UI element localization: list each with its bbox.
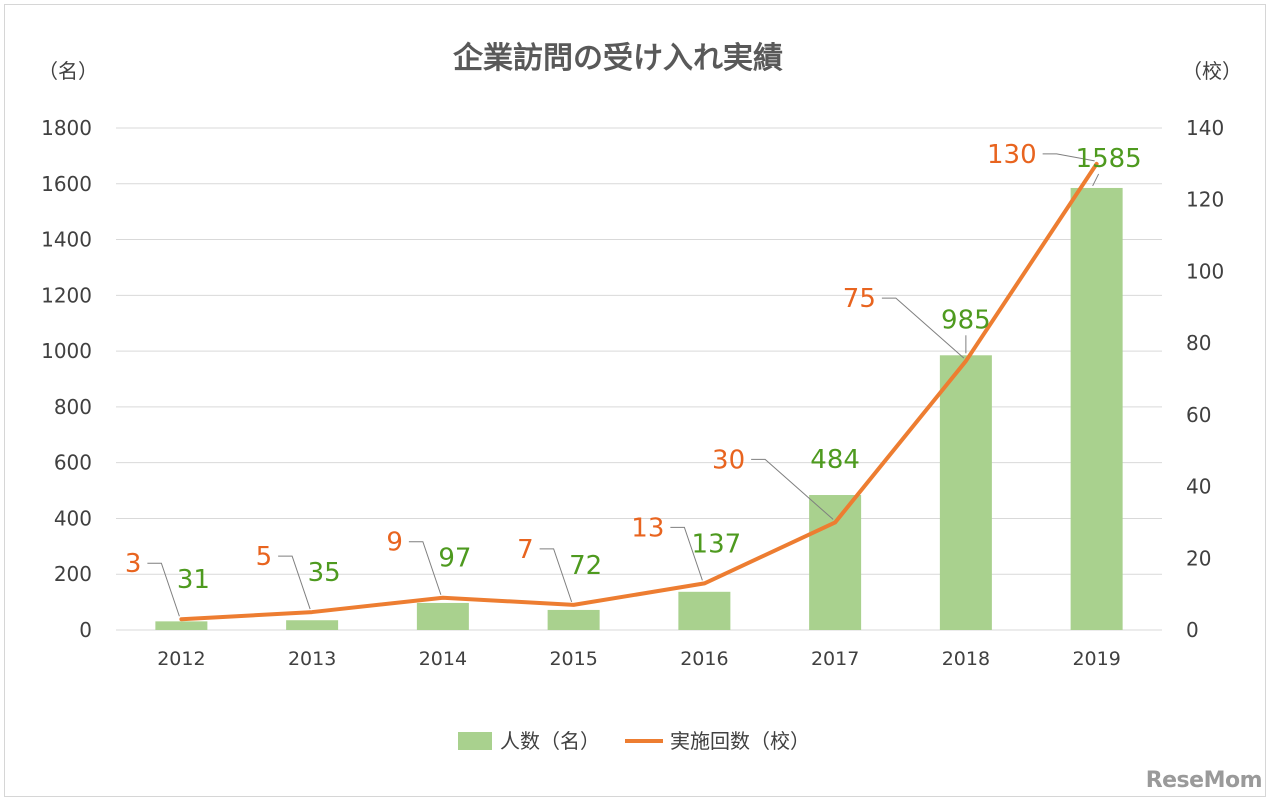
bar <box>678 591 731 630</box>
label-leader-line <box>881 297 965 359</box>
x-axis-tick-label: 2013 <box>288 648 336 670</box>
bar-data-label: 985 <box>941 305 991 335</box>
left-axis-tick-label: 1800 <box>41 116 92 140</box>
left-axis-tick-label: 400 <box>54 506 92 530</box>
chart-frame <box>4 4 1266 797</box>
bar-data-label: 31 <box>177 565 210 595</box>
left-axis-tick-label: 1600 <box>41 172 92 196</box>
right-axis-tick-label: 20 <box>1186 546 1211 570</box>
legend-swatch-bar <box>458 732 492 750</box>
left-axis-tick-label: 1200 <box>41 283 92 307</box>
line-series <box>179 161 1099 622</box>
legend-label-bar: 人数（名） <box>500 729 600 753</box>
bar-data-label: 484 <box>810 445 860 475</box>
x-axis-tick-label: 2012 <box>157 648 205 670</box>
right-axis-tick-label: 0 <box>1186 618 1199 642</box>
right-axis-tick-label: 140 <box>1186 116 1224 140</box>
left-axis-tick-label: 1400 <box>41 228 92 252</box>
left-axis-tick-label: 800 <box>54 395 92 419</box>
left-axis-tick-label: 600 <box>54 451 92 475</box>
left-axis-tick-label: 1000 <box>41 339 92 363</box>
bar-data-label: 137 <box>692 529 742 559</box>
x-axis-tick-label: 2018 <box>942 648 990 670</box>
line-data-label: 9 <box>386 528 403 558</box>
label-leader-line <box>670 526 703 581</box>
line-data-label: 7 <box>517 535 534 565</box>
right-axis-tick-label: 100 <box>1186 259 1224 283</box>
label-leader-line <box>278 555 311 610</box>
bar <box>809 495 862 630</box>
bar <box>416 602 469 630</box>
line-data-label: 75 <box>843 284 876 314</box>
bar <box>939 355 992 630</box>
line-data-label: 5 <box>256 542 273 572</box>
x-axis-tick-label: 2019 <box>1072 648 1120 670</box>
bar <box>286 620 339 630</box>
x-axis-tick-label: 2015 <box>549 648 597 670</box>
left-axis-tick-label: 200 <box>54 562 92 586</box>
bar <box>547 609 600 630</box>
bar <box>1070 187 1123 630</box>
line-data-label: 30 <box>712 445 745 475</box>
label-leader-line <box>408 541 442 595</box>
right-axis-tick-label: 40 <box>1186 475 1211 499</box>
bar-data-label: 1585 <box>1076 144 1142 174</box>
right-axis-tick-label: 60 <box>1186 403 1211 427</box>
chart-title: 企業訪問の受け入れ実績 <box>453 41 783 76</box>
bar-data-label: 35 <box>308 558 341 588</box>
x-axis-tick-label: 2017 <box>811 648 859 670</box>
legend-label-line: 実施回数（校） <box>670 729 810 753</box>
right-axis-tick-label: 80 <box>1186 331 1211 355</box>
left-axis-tick-label: 0 <box>79 618 92 642</box>
right-axis-tick-label: 120 <box>1186 188 1224 212</box>
label-leader-line <box>539 548 573 603</box>
label-leader-line <box>1042 153 1095 162</box>
label-leader-line <box>751 458 834 520</box>
line-data-label: 3 <box>125 549 142 579</box>
x-axis-tick-label: 2014 <box>419 648 467 670</box>
bar-data-label: 97 <box>438 544 471 574</box>
bar <box>155 621 208 630</box>
bar-data-label: 72 <box>569 551 602 581</box>
line-data-label: 13 <box>631 513 664 543</box>
line-data-label: 130 <box>987 140 1037 170</box>
resemom-logo: ReseMom <box>1146 768 1262 793</box>
label-leader-line <box>1092 173 1100 187</box>
right-axis-unit: （校） <box>1182 59 1242 83</box>
x-axis-tick-label: 2016 <box>680 648 728 670</box>
label-leader-line <box>147 562 180 617</box>
left-axis-unit: （名） <box>38 59 98 83</box>
